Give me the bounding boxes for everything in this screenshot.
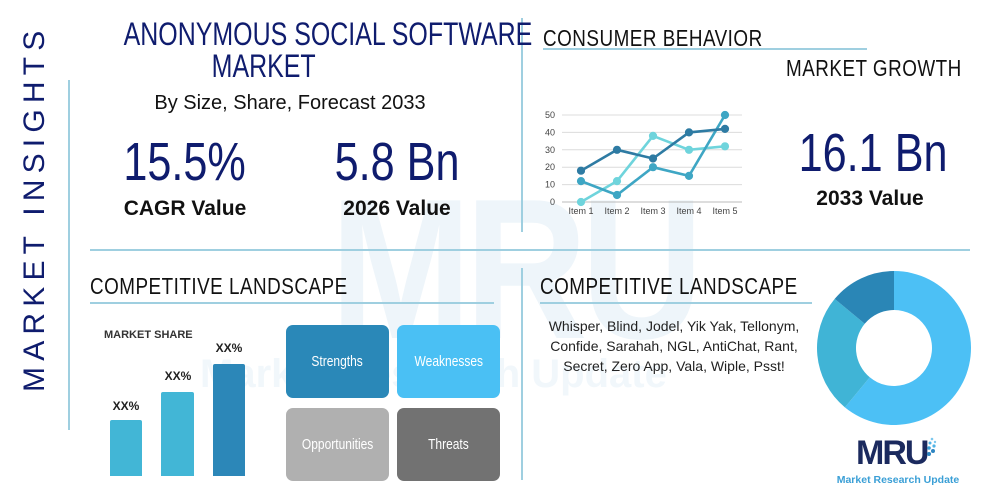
swot-threats[interactable]: Threats — [397, 408, 500, 481]
donut-segment-dark — [834, 271, 894, 324]
series-dark — [576, 124, 730, 175]
bar-label-2: XX% — [164, 369, 192, 383]
svg-text:50: 50 — [545, 110, 555, 120]
cagr-value: 15.5% — [123, 132, 247, 192]
donut-chart — [817, 271, 972, 425]
series-light — [576, 131, 730, 207]
consumer-behavior-line-chart: 50 40 30 20 10 0 Item 1 Item 2 Item 3 It… — [545, 110, 742, 216]
consumer-behavior-heading: CONSUMER BEHAVIOR — [543, 25, 763, 51]
svg-text:Item 5: Item 5 — [712, 206, 737, 216]
swot-opportunities[interactable]: Opportunities — [286, 408, 389, 481]
market-insights-label: MARKET INSIGHTS — [18, 24, 51, 392]
competitive-left-underline — [90, 302, 494, 304]
market-share-title: MARKET SHARE — [104, 329, 193, 341]
swot-weaknesses[interactable]: Weaknesses — [397, 325, 500, 398]
svg-text:0: 0 — [550, 197, 555, 207]
series-medium — [576, 110, 730, 200]
donut-segment-light — [844, 271, 972, 425]
market-growth-heading: MARKET GROWTH — [786, 55, 962, 81]
market-share-bar-2 — [161, 392, 194, 476]
svg-text:Item 2: Item 2 — [604, 206, 629, 216]
svg-text:Item 3: Item 3 — [640, 206, 665, 216]
logo-dots-icon — [927, 437, 937, 456]
consumer-behavior-underline — [543, 48, 867, 50]
chart-y-axis-ticks: 50 40 30 20 10 0 — [545, 110, 555, 207]
swot-strengths[interactable]: Strengths — [286, 325, 389, 398]
mru-logo: MRU Market Research Update — [828, 436, 968, 486]
svg-text:Item 4: Item 4 — [676, 206, 701, 216]
page-subtitle: By Size, Share, Forecast 2033 — [154, 92, 426, 114]
svg-text:30: 30 — [545, 145, 555, 155]
chart-x-axis-labels: Item 1 Item 2 Item 3 Item 4 Item 5 — [568, 206, 737, 216]
value-2033-label: 2033 Value — [816, 187, 924, 210]
page-title: ANONYMOUS SOCIAL SOFTWARE MARKET — [66, 18, 533, 84]
svg-text:Item 1: Item 1 — [568, 206, 593, 216]
market-share-bar-1 — [110, 420, 142, 476]
competitive-landscape-right-heading: COMPETITIVE LANDSCAPE — [540, 273, 798, 299]
top-center-vertical-divider — [521, 18, 523, 232]
value-2026-label: 2026 Value — [343, 197, 451, 220]
logo-text: Market Research Update — [836, 474, 960, 486]
svg-text:20: 20 — [545, 162, 555, 172]
bar-label-1: XX% — [112, 399, 140, 413]
market-share-bar-3 — [213, 364, 245, 476]
company-list: Whisper, Blind, Jodel, Yik Yak, Tellonym… — [548, 318, 800, 374]
left-vertical-divider — [68, 80, 70, 430]
cagr-label: CAGR Value — [123, 197, 247, 220]
bar-label-3: XX% — [215, 341, 243, 355]
value-2026: 5.8 Bn — [334, 132, 460, 192]
logo-mark: MRU — [856, 434, 929, 472]
title-line-2: MARKET — [211, 48, 317, 84]
svg-text:10: 10 — [545, 180, 555, 190]
competitive-landscape-left-heading: COMPETITIVE LANDSCAPE — [90, 273, 348, 299]
watermark-logo: MRU — [330, 158, 704, 381]
value-2033: 16.1 Bn — [798, 123, 948, 183]
donut-segment-teal — [817, 298, 870, 408]
svg-text:40: 40 — [545, 127, 555, 137]
bottom-center-vertical-divider — [521, 268, 523, 480]
horizontal-divider — [90, 249, 970, 251]
title-line-1: ANONYMOUS SOCIAL SOFTWARE — [123, 16, 533, 52]
competitive-right-underline — [540, 302, 812, 304]
